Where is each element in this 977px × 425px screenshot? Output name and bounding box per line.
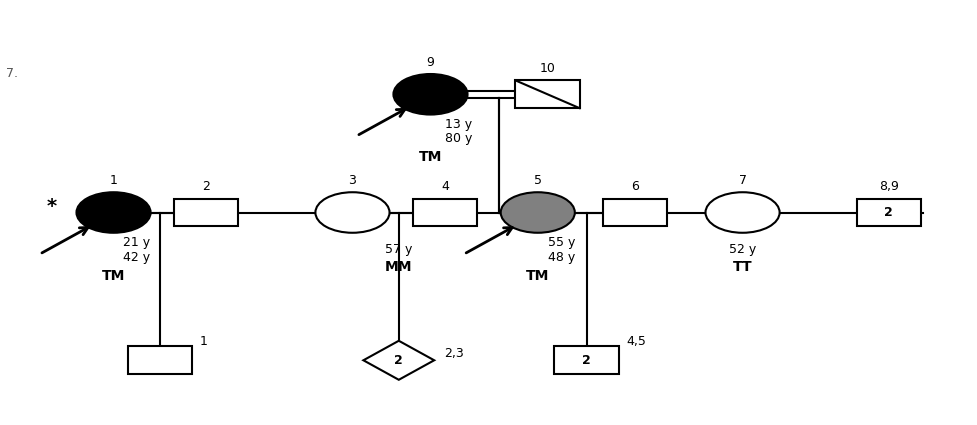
Text: 6: 6 <box>631 181 639 193</box>
Text: TM: TM <box>526 269 549 283</box>
Text: 5: 5 <box>533 174 541 187</box>
Bar <box>128 346 191 374</box>
Polygon shape <box>363 341 434 380</box>
Text: 8,9: 8,9 <box>878 181 898 193</box>
Text: TT: TT <box>732 260 751 274</box>
Bar <box>603 198 666 227</box>
Text: 7: 7 <box>738 174 745 187</box>
Ellipse shape <box>704 192 779 233</box>
Text: TM: TM <box>102 269 125 283</box>
Text: MM: MM <box>385 260 412 274</box>
Text: 4,5: 4,5 <box>626 335 646 348</box>
Text: 3: 3 <box>348 174 356 187</box>
Text: 2,3: 2,3 <box>444 347 463 360</box>
Text: 13 y: 13 y <box>445 118 472 131</box>
Text: 21 y: 21 y <box>123 236 150 249</box>
Text: 48 y: 48 y <box>547 250 574 264</box>
Text: 52 y: 52 y <box>728 244 755 256</box>
Text: TM: TM <box>418 150 442 164</box>
Text: 57 y: 57 y <box>385 244 412 256</box>
Text: 2: 2 <box>394 354 403 367</box>
Bar <box>412 198 477 227</box>
Ellipse shape <box>76 192 150 233</box>
Text: 1: 1 <box>199 335 207 348</box>
Text: 42 y: 42 y <box>123 250 150 264</box>
Bar <box>554 346 618 374</box>
Text: 4: 4 <box>441 181 448 193</box>
Text: 1: 1 <box>109 174 117 187</box>
Text: 80 y: 80 y <box>445 132 472 145</box>
Text: 2: 2 <box>581 354 590 367</box>
Ellipse shape <box>316 192 389 233</box>
Text: 10: 10 <box>539 62 555 75</box>
Ellipse shape <box>500 192 574 233</box>
Text: 7.: 7. <box>6 67 19 79</box>
Bar <box>856 198 920 227</box>
Text: 55 y: 55 y <box>547 236 574 249</box>
Bar <box>515 80 579 108</box>
Text: 9: 9 <box>426 56 434 69</box>
Bar <box>174 198 238 227</box>
Text: *: * <box>47 197 57 216</box>
Text: 2: 2 <box>883 206 892 219</box>
Text: 2: 2 <box>202 181 210 193</box>
Ellipse shape <box>393 74 467 115</box>
